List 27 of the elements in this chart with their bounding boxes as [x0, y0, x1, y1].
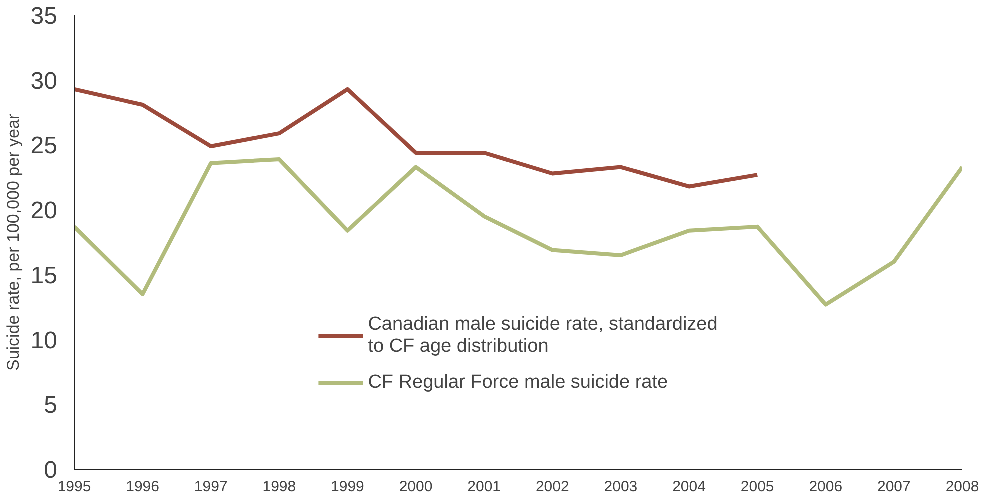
x-tick-label: 2004	[672, 478, 706, 494]
x-tick-label: 2008	[946, 478, 980, 494]
line-series	[74, 87, 760, 189]
y-tick-label: 5	[44, 392, 58, 420]
y-tick-label: 10	[30, 327, 58, 354]
x-tick-label: 1995	[58, 478, 92, 494]
legend-label: CF Regular Force male suicide rate	[368, 372, 668, 394]
y-tick-label: 35	[30, 3, 58, 30]
x-tick-label: 2003	[604, 478, 638, 494]
x-tick-label: 1999	[331, 478, 364, 494]
y-tick-label: 30	[30, 68, 58, 95]
x-tick-label: 1996	[126, 478, 160, 494]
y-axis-title: Suicide rate, per 100,000 per year	[4, 114, 23, 372]
line-series	[74, 157, 962, 307]
y-tick-label: 0	[44, 457, 58, 484]
x-tick-label: 2006	[809, 478, 843, 494]
x-tick-label: 2000	[399, 478, 433, 494]
x-tick-label: 1998	[262, 478, 296, 494]
legend-label: Canadian male suicide rate, standardized to CF age distribution	[368, 314, 718, 358]
x-tick-label: 2007	[878, 478, 911, 494]
y-tick-label: 20	[30, 198, 58, 225]
y-tick-label: 15	[30, 262, 58, 290]
x-tick-label: 2005	[740, 478, 774, 494]
x-tick-label: 2002	[536, 478, 570, 494]
x-tick-label: 2001	[468, 478, 502, 494]
x-tick-label: 1997	[194, 478, 228, 494]
y-tick-label: 25	[30, 132, 58, 160]
